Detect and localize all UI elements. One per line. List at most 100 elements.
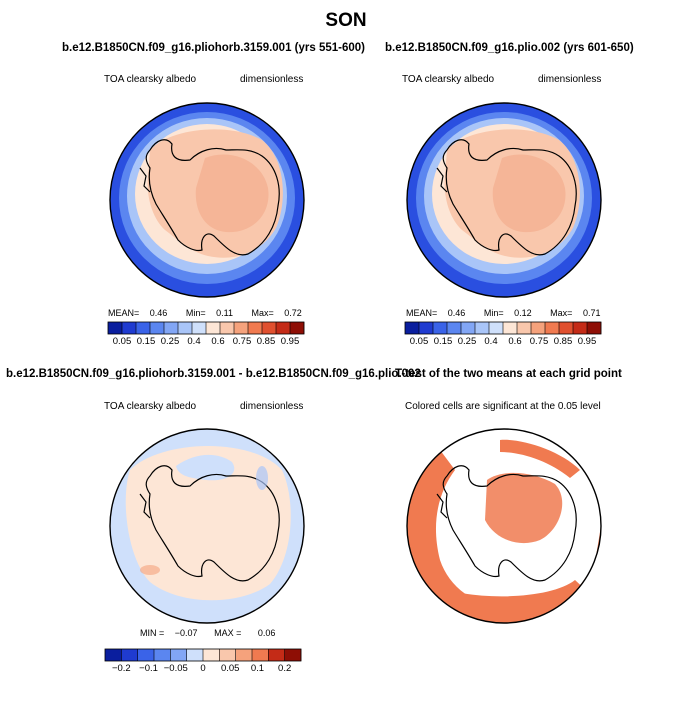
- mean-label: MEAN=: [406, 308, 438, 318]
- map-border-bottom-left: [109, 428, 305, 624]
- colorbar-swatch: [252, 649, 269, 661]
- colorbar-swatch: [186, 649, 204, 661]
- colorbar-swatch: [219, 649, 236, 661]
- min-label: Min=: [185, 308, 206, 318]
- max-label: MAX =: [214, 628, 242, 638]
- colorbar-tick-label: 0.6: [211, 336, 225, 347]
- colorbar-tick-label: 0.15: [433, 336, 453, 347]
- colorbar-swatch: [220, 322, 235, 334]
- colorbar-swatch: [517, 322, 532, 334]
- mean-value: 0.46: [149, 308, 168, 318]
- colorbar-swatch: [503, 322, 518, 334]
- colorbar-tick-label: 0.95: [577, 336, 597, 347]
- colorbar-swatch: [105, 649, 122, 661]
- max-value: 0.71: [582, 308, 601, 318]
- min-value: 0.11: [216, 308, 233, 318]
- colorbar-swatch: [559, 322, 574, 334]
- colorbar-frame: [404, 321, 602, 335]
- colorbar-tick-label: 0.05: [409, 336, 429, 347]
- colorbar-tick-label: 0.2: [278, 663, 292, 674]
- map-top-left: [110, 103, 304, 297]
- colorbar-swatch: [475, 322, 490, 334]
- colorbar-swatch: [206, 322, 221, 334]
- colorbar-swatch: [178, 322, 193, 334]
- variable-label-top-left: TOA clearsky albedo: [104, 74, 197, 85]
- colorbar-tick-label: 0.75: [529, 336, 549, 347]
- colorbar-tick-label: 0.25: [160, 336, 180, 347]
- figure-title: SON: [325, 10, 367, 31]
- min-label: Min=: [483, 308, 504, 318]
- colorbar-swatch: [531, 322, 546, 334]
- colorbar-tick-label: 0.15: [136, 336, 156, 347]
- colorbar-swatch: [122, 322, 137, 334]
- units-label-top-left: dimensionless: [240, 74, 304, 85]
- map-bottom-right: [407, 429, 601, 623]
- map-border-top-right: [406, 102, 602, 298]
- colorbar-tick-label: 0.85: [256, 336, 276, 347]
- colorbar-swatch: [154, 649, 171, 661]
- colorbar-tick-label: 0.4: [187, 336, 201, 347]
- colorbar-tick-label: 0: [200, 663, 206, 674]
- colorbar-swatch: [284, 649, 302, 661]
- units-label-bottom-left: dimensionless: [240, 401, 304, 412]
- map-top-right: [407, 103, 601, 297]
- map-bottom-left: [110, 429, 304, 623]
- colorbar-tick-label: 0.1: [250, 663, 265, 674]
- colorbar-swatch: [276, 322, 291, 334]
- colorbar-swatch: [108, 322, 123, 334]
- panel-title-top-left: b.e12.B1850CN.f09_g16.pliohorb.3159.001 …: [62, 42, 365, 54]
- colorbar-frame: [104, 648, 302, 662]
- colorbar-swatch: [234, 322, 249, 334]
- panel-title-top-right: b.e12.B1850CN.f09_g16.plio.002 (yrs 601-…: [385, 42, 634, 54]
- panel-title-bottom-right: T-test of the two means at each grid poi…: [395, 368, 622, 380]
- variable-label-bottom-left: TOA clearsky albedo: [104, 401, 197, 412]
- max-value: 0.06: [257, 628, 276, 638]
- colorbar-swatch: [170, 649, 187, 661]
- variable-label-top-right: TOA clearsky albedo: [402, 74, 495, 85]
- significance-note: Colored cells are significant at the 0.0…: [405, 401, 601, 412]
- colorbar-frame: [107, 321, 305, 335]
- colorbar-tick-label: 0.4: [484, 336, 498, 347]
- min-value: −0.07: [174, 628, 198, 638]
- min-value: 0.12: [514, 308, 532, 318]
- stats-top-left: MEAN= 0.46 Min= 0.11 Max= 0.72: [108, 308, 302, 318]
- colorbar-swatch: [268, 649, 285, 661]
- colorbar-swatch: [290, 322, 305, 334]
- map-border-bottom-right: [406, 428, 602, 624]
- colorbar-swatch: [150, 322, 165, 334]
- colorbar-top-left: [107, 321, 305, 335]
- colorbar-tick-label: −0.2: [111, 663, 131, 674]
- colorbar-tick-label: 0.6: [508, 336, 522, 347]
- colorbar-swatch: [433, 322, 448, 334]
- colorbar-tick-label: −0.05: [163, 663, 188, 674]
- max-label: Max=: [550, 308, 573, 318]
- colorbar-swatch: [447, 322, 462, 334]
- colorbar-tick-label: 0.05: [220, 663, 240, 674]
- max-value: 0.72: [284, 308, 302, 318]
- colorbar-swatch: [262, 322, 277, 334]
- colorbar-labels-top-left: 0.05 0.15 0.25 0.4 0.6 0.75 0.85 0.95: [108, 336, 304, 348]
- colorbar-tick-label: 0.85: [553, 336, 573, 347]
- colorbar-swatch: [587, 322, 602, 334]
- map-border-top-left: [109, 102, 305, 298]
- stats-top-right: MEAN= 0.46 Min= 0.12 Max= 0.71: [406, 308, 600, 318]
- colorbar-swatch: [203, 649, 220, 661]
- colorbar-swatch: [461, 322, 476, 334]
- mean-value: 0.46: [447, 308, 466, 318]
- colorbar-swatch: [121, 649, 138, 661]
- colorbar-tick-label: 0.25: [457, 336, 477, 347]
- stats-bottom-left: MIN = −0.07 MAX = 0.06: [140, 628, 275, 638]
- colorbar-tick-label: −0.1: [139, 663, 158, 674]
- colorbar-swatch: [192, 322, 207, 334]
- colorbar-labels-bottom-left: −0.2 −0.1 −0.05 0 0.05 0.1 0.2: [105, 663, 301, 675]
- colorbar-swatch: [405, 322, 420, 334]
- colorbar-swatch: [419, 322, 434, 334]
- colorbar-swatch: [235, 649, 253, 661]
- units-label-top-right: dimensionless: [538, 74, 602, 85]
- colorbar-swatch: [164, 322, 179, 334]
- colorbar-swatch: [545, 322, 560, 334]
- max-label: Max=: [251, 308, 274, 318]
- colorbar-tick-label: 0.95: [280, 336, 300, 347]
- colorbar-tick-label: 0.05: [112, 336, 132, 347]
